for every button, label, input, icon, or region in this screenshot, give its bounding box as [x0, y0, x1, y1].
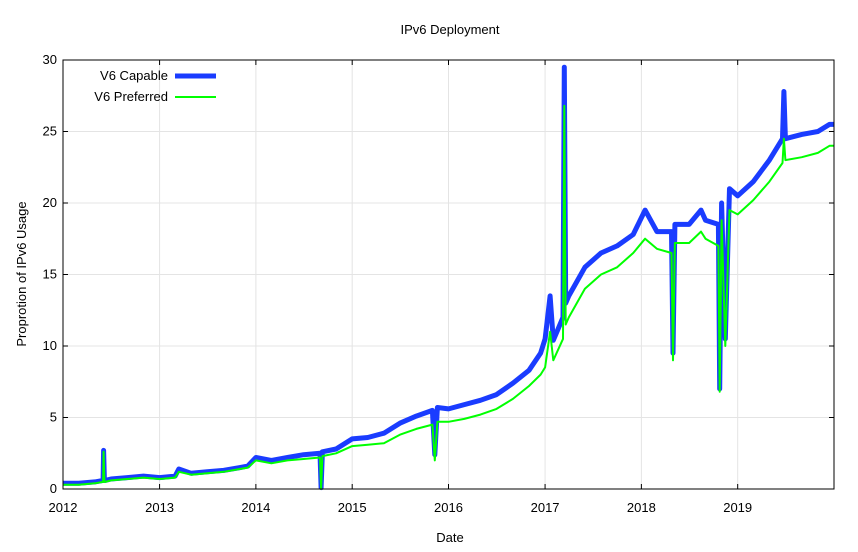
y-tick-label: 25: [43, 124, 57, 139]
y-tick-label: 5: [50, 410, 57, 425]
plot-frame: [62, 59, 835, 490]
series-layer: [63, 64, 834, 491]
y-tick-label: 20: [43, 195, 57, 210]
x-tick-label: 2012: [49, 500, 78, 515]
legend-label-v6-capable: V6 Capable: [100, 68, 168, 83]
x-tick-label: 2015: [338, 500, 367, 515]
legend-label-v6-preferred: V6 Preferred: [94, 89, 168, 104]
series-line-v6-preferred: [63, 104, 834, 490]
x-tick-label: 2014: [241, 500, 270, 515]
y-tick-label: 10: [43, 338, 57, 353]
tick-layer: 0 5 10 15 20 25 30 2012 2013 2014 2015 2016 2017 2018…: [43, 52, 834, 515]
x-tick-label: 2017: [531, 500, 560, 515]
x-tick-label: 2018: [627, 500, 656, 515]
x-tick-label: 2016: [434, 500, 463, 515]
legend: V6 Capable V6 Preferred: [94, 68, 216, 104]
x-tick-label: 2019: [723, 500, 752, 515]
y-axis-label: Proprotion of IPv6 Usage: [14, 201, 29, 346]
x-tick-label: 2013: [145, 500, 174, 515]
y-tick-label: 30: [43, 52, 57, 67]
x-axis-label: Date: [436, 530, 463, 545]
y-tick-label: 0: [50, 481, 57, 496]
chart-title: IPv6 Deployment: [401, 22, 500, 37]
y-tick-label: 15: [43, 267, 57, 282]
